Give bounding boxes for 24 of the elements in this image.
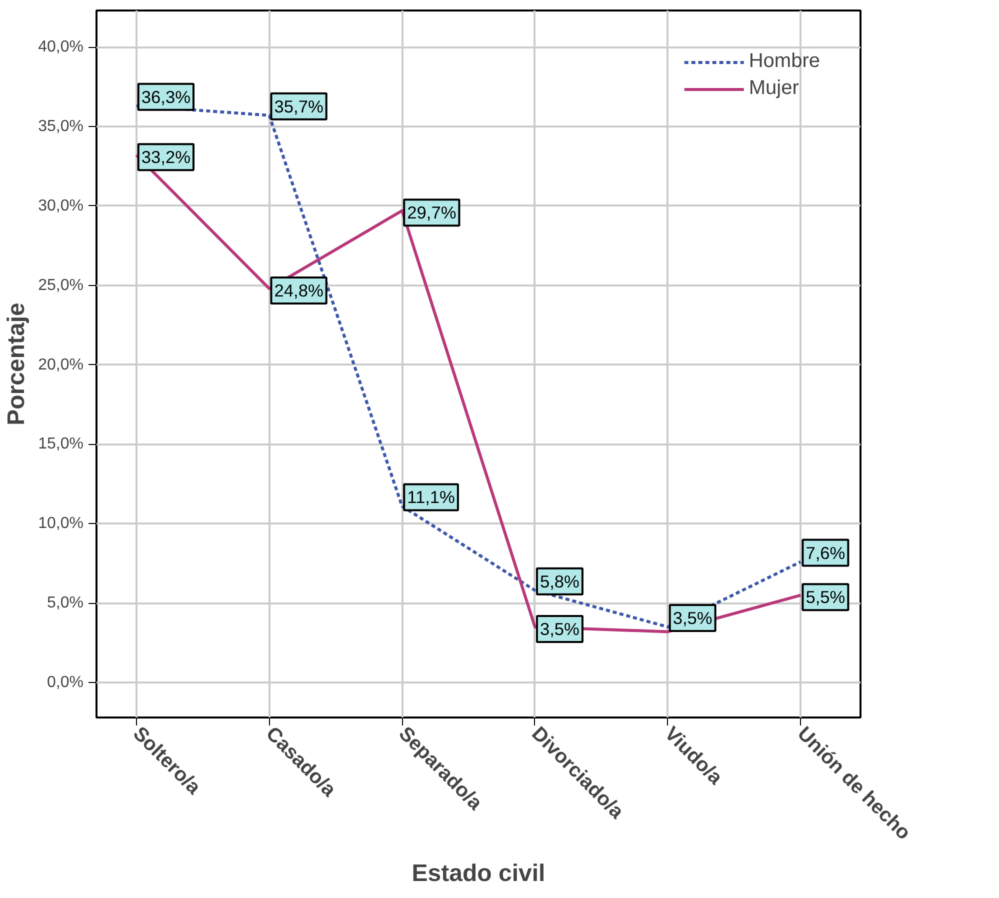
data-label: 3,5% — [540, 618, 580, 639]
data-label: 5,5% — [806, 587, 846, 608]
legend-label: Hombre — [748, 50, 820, 73]
data-label: 33,2% — [141, 147, 190, 168]
y-axis-title: Porcentaje — [3, 302, 30, 426]
data-label: 5,8% — [540, 571, 580, 592]
data-label: 24,8% — [274, 280, 324, 301]
data-label: 7,6% — [806, 542, 846, 563]
data-label: 29,7% — [407, 202, 456, 223]
y-tick-label: 10,0% — [38, 515, 84, 532]
y-tick-label: 0,0% — [47, 674, 84, 692]
y-tick-label: 15,0% — [38, 436, 84, 453]
y-tick-label: 25,0% — [38, 276, 84, 294]
data-label: 36,3% — [141, 86, 190, 107]
legend-label: Mujer — [748, 77, 799, 100]
data-label: 35,7% — [274, 96, 324, 116]
y-tick-label: 40,0% — [38, 38, 84, 56]
y-tick-label: 30,0% — [38, 197, 84, 214]
y-tick-label: 20,0% — [38, 356, 84, 374]
x-axis-title: Estado civil — [412, 860, 546, 888]
y-tick-label: 35,0% — [38, 118, 84, 135]
y-tick-label: 5,0% — [47, 594, 84, 612]
data-label: 11,1% — [407, 487, 455, 508]
data-label: 3,5% — [672, 608, 712, 628]
